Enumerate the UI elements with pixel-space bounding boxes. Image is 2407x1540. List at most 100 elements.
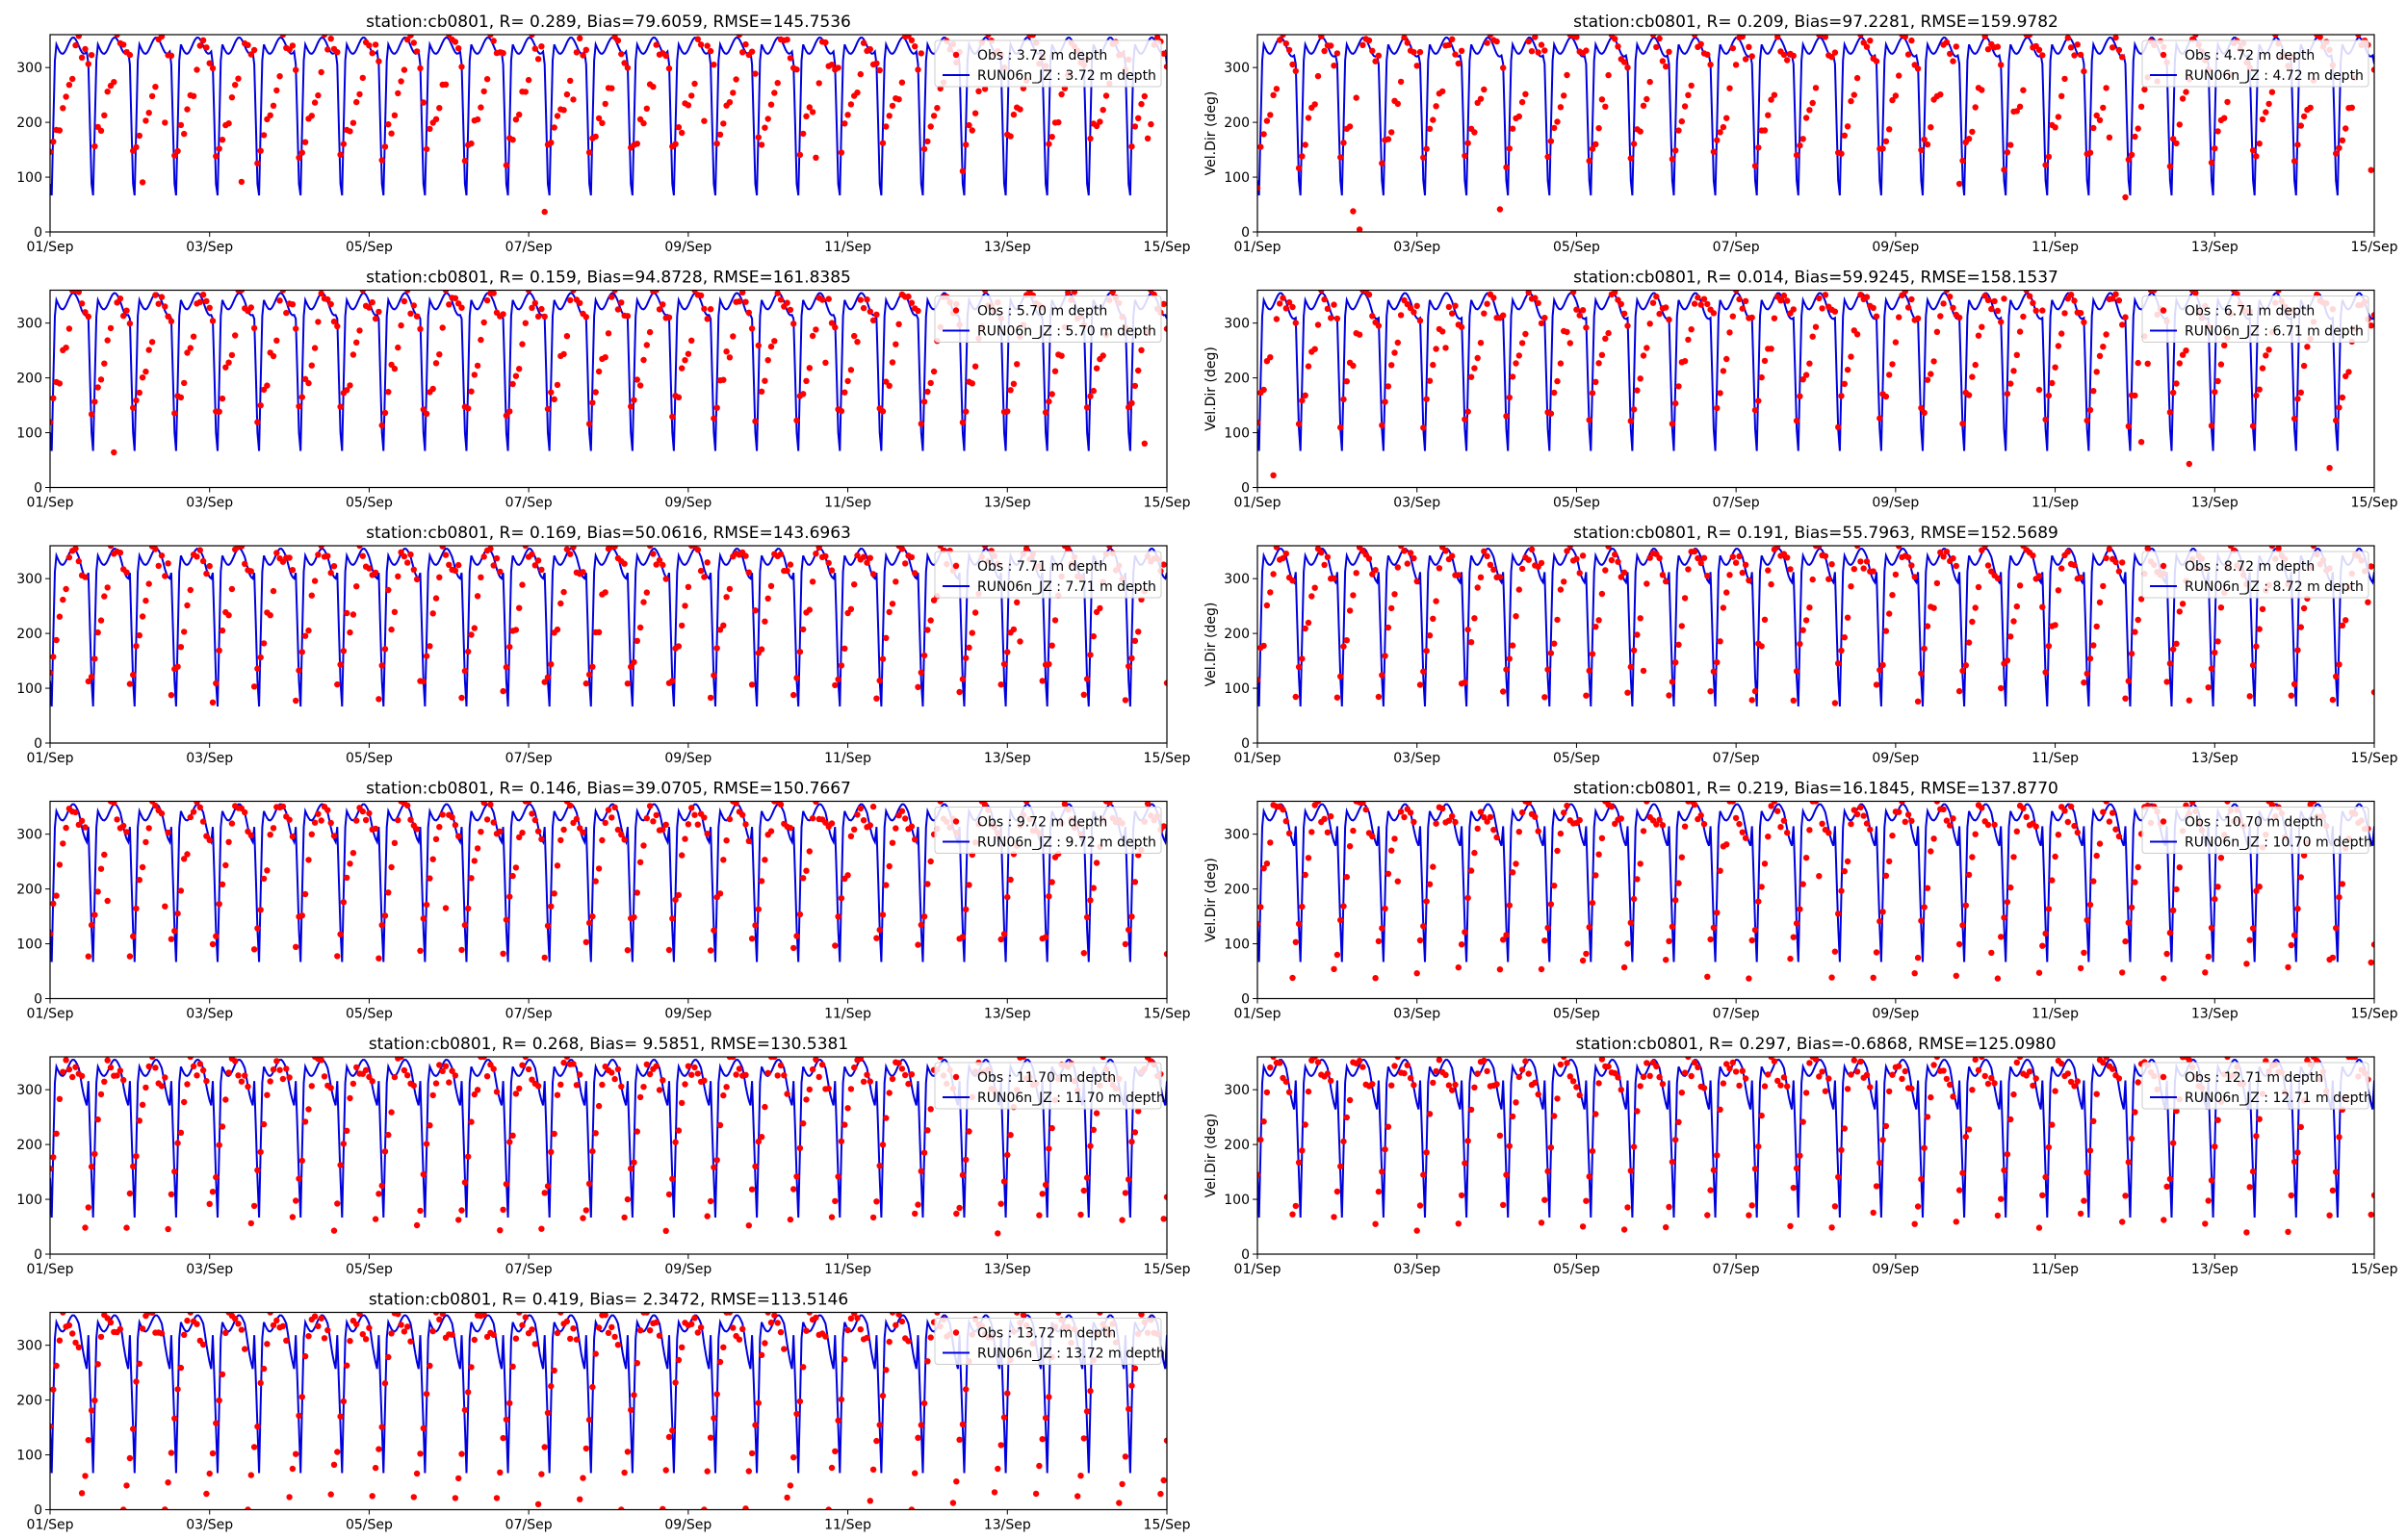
obs-point (289, 1214, 297, 1220)
obs-point (1359, 41, 1366, 48)
obs-point (662, 576, 669, 582)
obs-point (1914, 954, 1922, 962)
obs-point (2214, 377, 2221, 385)
obs-point (1736, 552, 1743, 560)
obs-point (869, 571, 877, 578)
obs-point (2188, 801, 2196, 806)
obs-point (1263, 1089, 1271, 1096)
obs-point (97, 127, 105, 134)
obs-point (1950, 1093, 1956, 1100)
x-tick-label: 05/Sep (346, 496, 393, 511)
obs-point (713, 404, 720, 411)
obs-point (1474, 1070, 1481, 1077)
obs-point (636, 382, 644, 389)
obs-point (145, 825, 152, 832)
obs-point (1902, 290, 1908, 295)
obs-point (1943, 549, 1951, 555)
obs-point (2217, 361, 2225, 368)
obs-point (1841, 634, 1849, 641)
obs-point (1554, 1095, 1561, 1102)
obs-point (1314, 321, 1322, 328)
obs-point (653, 1319, 660, 1326)
obs-point (1260, 865, 1267, 872)
obs-point (111, 801, 117, 807)
legend-model-label: RUN06n_JZ : 11.70 m depth (977, 1091, 1165, 1106)
obs-point (758, 388, 765, 395)
obs-point (969, 629, 975, 636)
obs-point (1908, 562, 1915, 569)
obs-point (854, 339, 861, 346)
obs-point (2368, 167, 2374, 173)
obs-point (225, 838, 232, 845)
obs-point (264, 867, 271, 874)
obs-point (152, 292, 159, 298)
obs-point (378, 922, 385, 929)
obs-point (707, 1197, 714, 1205)
obs-point (682, 1081, 688, 1088)
plot-frame (1256, 34, 2375, 233)
x-tick-label: 11/Sep (824, 1518, 871, 1533)
obs-point (1538, 965, 1545, 973)
obs-point (2074, 1078, 2081, 1085)
x-tick-label: 03/Sep (1393, 1262, 1440, 1277)
obs-point (88, 1163, 95, 1170)
x-tick-label: 03/Sep (186, 1518, 233, 1533)
obs-point (1551, 124, 1558, 132)
obs-point (879, 140, 887, 146)
obs-point (497, 568, 504, 576)
obs-point (194, 66, 200, 73)
obs-point (114, 1072, 120, 1079)
obs-point (580, 829, 586, 835)
obs-point (1994, 975, 2002, 982)
obs-point (120, 41, 127, 48)
obs-point (420, 406, 427, 413)
x-tick-label: 09/Sep (1872, 751, 1919, 766)
obs-point (953, 1478, 960, 1485)
obs-point (1471, 615, 1478, 622)
obs-point (1569, 1078, 1577, 1085)
obs-point (1503, 932, 1510, 938)
obs-point (1481, 813, 1488, 821)
obs-point (1809, 333, 1816, 340)
obs-point (145, 580, 152, 587)
obs-point (918, 50, 924, 57)
obs-point (423, 1391, 430, 1398)
obs-point (876, 926, 883, 934)
obs-point (1331, 1214, 1337, 1220)
obs-point (2100, 808, 2107, 815)
obs-point (1838, 150, 1845, 157)
obs-point (436, 351, 443, 358)
obs-point (1484, 39, 1490, 46)
obs-point (407, 310, 414, 317)
obs-point (442, 905, 450, 911)
obs-point (707, 306, 714, 313)
obs-point (2115, 1075, 2123, 1082)
obs-point (2090, 388, 2097, 395)
obs-point (560, 1059, 567, 1066)
obs-point (1774, 546, 1781, 550)
obs-point (2135, 616, 2141, 624)
obs-point (730, 90, 737, 96)
obs-point (50, 669, 54, 677)
obs-point (85, 1437, 92, 1444)
obs-point (784, 567, 790, 575)
obs-point (534, 1501, 542, 1508)
obs-point (1528, 48, 1536, 55)
obs-point (529, 304, 535, 311)
obs-point (1984, 1080, 1992, 1088)
obs-point (1500, 64, 1507, 71)
legend-model-label: RUN06n_JZ : 4.72 m depth (2185, 68, 2364, 84)
obs-point (1620, 1226, 1628, 1233)
obs-point (1739, 35, 1746, 40)
obs-point (145, 1063, 152, 1070)
obs-point (468, 1118, 475, 1125)
obs-point (716, 627, 724, 633)
obs-point (260, 875, 268, 883)
obs-point (2291, 158, 2298, 165)
obs-point (378, 1424, 385, 1430)
obs-point (701, 1506, 708, 1510)
obs-point (2064, 549, 2071, 555)
obs-point (330, 1227, 338, 1234)
obs-point (1280, 554, 1286, 562)
